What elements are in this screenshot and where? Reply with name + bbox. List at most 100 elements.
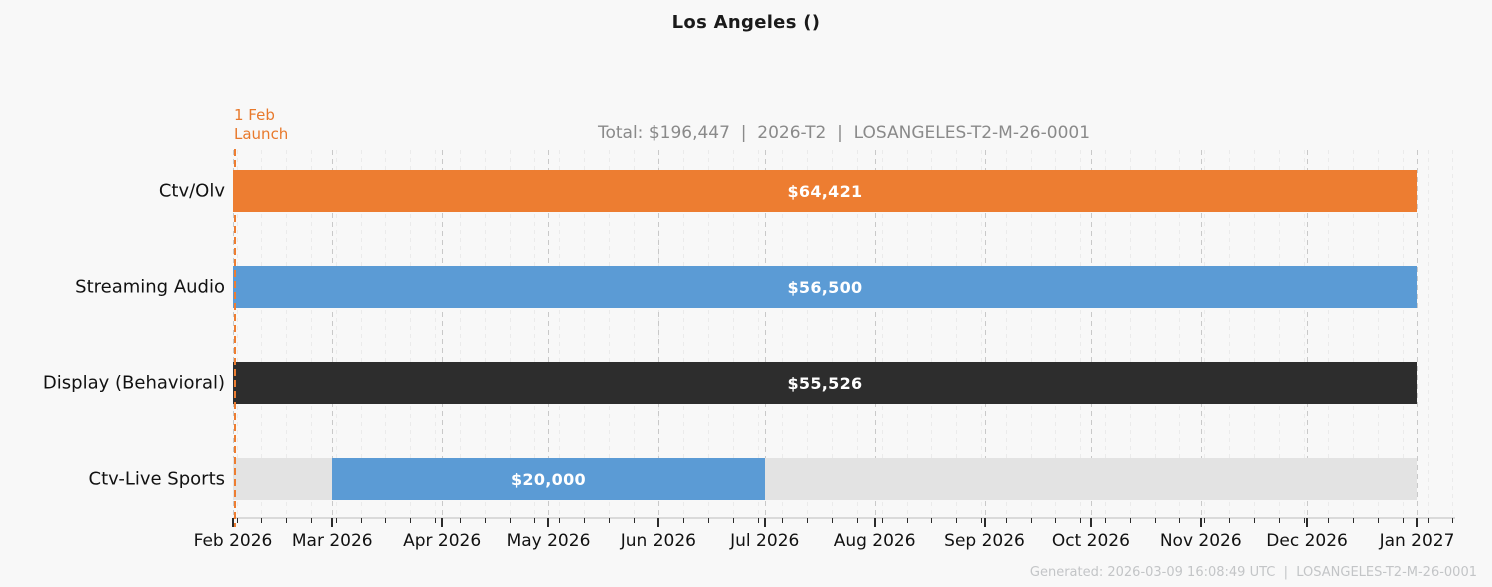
minor-tick: [782, 518, 784, 523]
month-tick: [1416, 518, 1418, 527]
minor-tick: [832, 518, 834, 523]
minor-gridline: [1328, 150, 1330, 518]
month-gridline: [1417, 150, 1418, 518]
minor-gridline: [385, 150, 387, 518]
minor-gridline: [1278, 150, 1280, 518]
category-label: Ctv/Olv: [158, 180, 225, 202]
minor-gridline: [633, 150, 635, 518]
generated-footer: Generated: 2026-03-09 16:08:49 UTC | LOS…: [1029, 565, 1477, 580]
minor-gridline: [1402, 150, 1404, 518]
minor-gridline: [1179, 150, 1181, 518]
category-label: Ctv-Live Sports: [88, 468, 225, 490]
minor-tick: [1055, 518, 1057, 523]
minor-gridline: [931, 150, 933, 518]
minor-gridline: [1452, 150, 1454, 518]
minor-tick: [980, 518, 982, 523]
month-tick: [1306, 518, 1309, 527]
minor-tick: [608, 518, 610, 523]
minor-gridline: [1105, 150, 1107, 518]
minor-tick: [484, 518, 486, 523]
month-tick-label: Nov 2026: [1159, 531, 1242, 551]
minor-gridline: [534, 150, 536, 518]
minor-tick: [261, 518, 263, 523]
minor-gridline: [757, 150, 759, 518]
minor-gridline: [1055, 150, 1057, 518]
minor-tick: [286, 518, 288, 523]
minor-gridline: [1353, 150, 1355, 518]
minor-tick: [435, 518, 437, 523]
minor-gridline: [856, 150, 858, 518]
minor-tick: [1328, 518, 1330, 523]
month-tick: [232, 518, 234, 527]
month-tick-label: Aug 2026: [833, 531, 916, 551]
budget-bar: $64,421: [233, 170, 1417, 212]
minor-tick: [410, 518, 412, 523]
minor-gridline: [1005, 150, 1007, 518]
minor-tick: [633, 518, 635, 523]
month-gridline: [548, 150, 550, 518]
category-label: Streaming Audio: [75, 276, 225, 298]
minor-gridline: [956, 150, 958, 518]
month-gridline: [658, 150, 660, 518]
minor-gridline: [832, 150, 834, 518]
minor-gridline: [1030, 150, 1032, 518]
minor-tick: [732, 518, 734, 523]
minor-tick: [1303, 518, 1305, 523]
minor-gridline: [509, 150, 511, 518]
minor-tick: [1154, 518, 1156, 523]
budget-bar: $55,526: [233, 362, 1417, 404]
month-tick: [1199, 518, 1202, 527]
month-tick: [547, 518, 550, 527]
month-tick-label: Jul 2026: [730, 531, 800, 551]
minor-gridline: [335, 150, 337, 518]
launch-annotation: 1 Feb Launch: [234, 106, 289, 143]
month-tick-label: Mar 2026: [291, 531, 373, 551]
minor-tick: [807, 518, 809, 523]
month-gridline: [442, 150, 444, 518]
minor-gridline: [360, 150, 362, 518]
month-gridline: [332, 150, 334, 518]
minor-tick: [906, 518, 908, 523]
month-gridline: [1090, 150, 1092, 518]
chart-subtitle: Total: $196,447 | 2026-T2 | LOSANGELES-T…: [597, 123, 1091, 143]
minor-tick: [459, 518, 461, 523]
minor-tick: [856, 518, 858, 523]
month-tick-label: Sep 2026: [944, 531, 1025, 551]
minor-gridline: [583, 150, 585, 518]
month-tick-label: Oct 2026: [1051, 531, 1130, 551]
minor-gridline: [1129, 150, 1131, 518]
minor-gridline: [1080, 150, 1082, 518]
minor-gridline: [1154, 150, 1156, 518]
minor-tick: [1402, 518, 1404, 523]
month-gridline: [984, 150, 986, 518]
minor-gridline: [1427, 150, 1429, 518]
minor-gridline: [732, 150, 734, 518]
minor-gridline: [310, 150, 312, 518]
month-tick: [331, 518, 334, 527]
month-tick-label: Apr 2026: [403, 531, 482, 551]
minor-gridline: [881, 150, 883, 518]
minor-tick: [1005, 518, 1007, 523]
minor-gridline: [236, 150, 238, 518]
minor-gridline: [608, 150, 610, 518]
chart-title: Los Angeles (): [671, 12, 821, 33]
minor-tick: [757, 518, 759, 523]
minor-gridline: [906, 150, 908, 518]
minor-gridline: [435, 150, 437, 518]
minor-gridline: [980, 150, 982, 518]
budget-bar: $20,000: [332, 458, 765, 500]
minor-gridline: [1229, 150, 1231, 518]
minor-tick: [1278, 518, 1280, 523]
minor-tick: [1105, 518, 1107, 523]
minor-tick: [1179, 518, 1181, 523]
minor-tick: [1030, 518, 1032, 523]
minor-tick: [956, 518, 958, 523]
minor-tick: [1427, 518, 1429, 523]
month-tick: [657, 518, 660, 527]
minor-gridline: [1253, 150, 1255, 518]
minor-tick: [1204, 518, 1206, 523]
month-tick: [983, 518, 986, 527]
month-tick: [873, 518, 876, 527]
minor-tick: [360, 518, 362, 523]
